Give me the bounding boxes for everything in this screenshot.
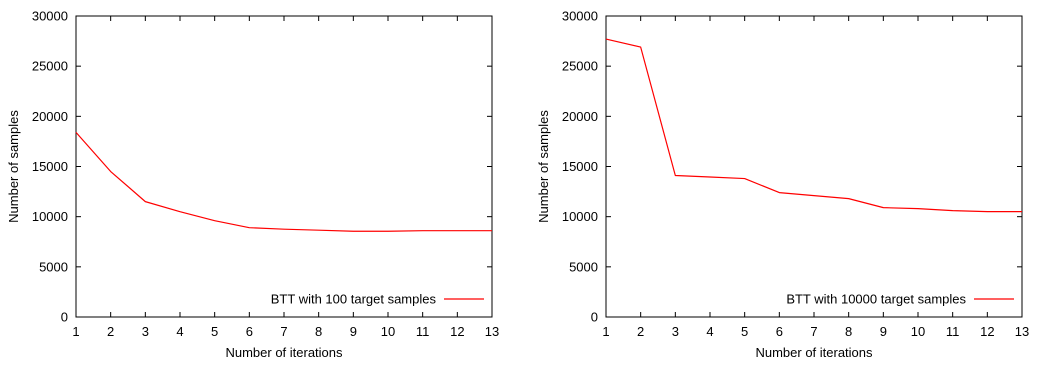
x-axis-label: Number of iterations	[755, 345, 873, 360]
plot-frame	[75, 15, 493, 318]
x-tick-label: 7	[810, 324, 817, 339]
y-tick-label: 30000	[562, 9, 598, 24]
y-tick-label: 20000	[562, 109, 598, 124]
y-tick-label: 0	[61, 310, 68, 325]
x-tick-label: 8	[315, 324, 322, 339]
x-tick-label: 8	[845, 324, 852, 339]
y-tick-label: 25000	[562, 59, 598, 74]
x-tick-label: 2	[637, 324, 644, 339]
x-tick-label: 1	[602, 324, 609, 339]
y-tick-label: 5000	[569, 259, 598, 274]
y-tick-label: 0	[591, 310, 598, 325]
x-tick-label: 10	[381, 324, 395, 339]
y-tick-label: 15000	[32, 159, 68, 174]
x-tick-label: 9	[350, 324, 357, 339]
series-line-1	[75, 131, 492, 232]
x-tick-label: 13	[1015, 324, 1029, 339]
series-line-1	[605, 38, 1022, 213]
x-tick-label: 12	[980, 324, 994, 339]
y-axis-label: Number of samples	[6, 110, 21, 223]
x-tick-label: 7	[280, 324, 287, 339]
y-tick-label: 20000	[32, 109, 68, 124]
x-tick-label: 13	[485, 324, 499, 339]
x-tick-label: 4	[706, 324, 713, 339]
x-tick-label: 4	[176, 324, 183, 339]
x-tick-label: 5	[741, 324, 748, 339]
x-tick-label: 3	[142, 324, 149, 339]
x-tick-label: 3	[672, 324, 679, 339]
y-tick-label: 30000	[32, 9, 68, 24]
y-tick-label: 25000	[32, 59, 68, 74]
x-tick-label: 1	[72, 324, 79, 339]
x-tick-label: 2	[107, 324, 114, 339]
x-tick-label: 5	[211, 324, 218, 339]
plot-frame	[605, 15, 1023, 318]
x-tick-label: 11	[416, 324, 430, 339]
y-tick-label: 5000	[39, 259, 68, 274]
x-axis-label: Number of iterations	[225, 345, 343, 360]
legend-label: BTT with 100 target samples	[271, 292, 437, 307]
x-tick-label: 10	[911, 324, 925, 339]
x-tick-label: 11	[946, 324, 960, 339]
y-axis-label: Number of samples	[536, 110, 551, 223]
x-tick-label: 12	[450, 324, 464, 339]
x-tick-label: 9	[880, 324, 887, 339]
legend-label: BTT with 10000 target samples	[786, 292, 966, 307]
y-tick-label: 10000	[562, 209, 598, 224]
x-tick-label: 6	[246, 324, 253, 339]
y-tick-label: 15000	[562, 159, 598, 174]
x-tick-label: 6	[776, 324, 783, 339]
y-tick-label: 10000	[32, 209, 68, 224]
